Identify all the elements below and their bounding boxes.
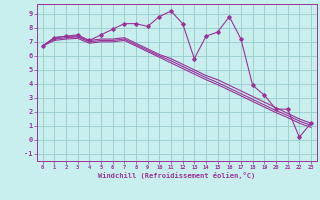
X-axis label: Windchill (Refroidissement éolien,°C): Windchill (Refroidissement éolien,°C) <box>98 172 255 179</box>
